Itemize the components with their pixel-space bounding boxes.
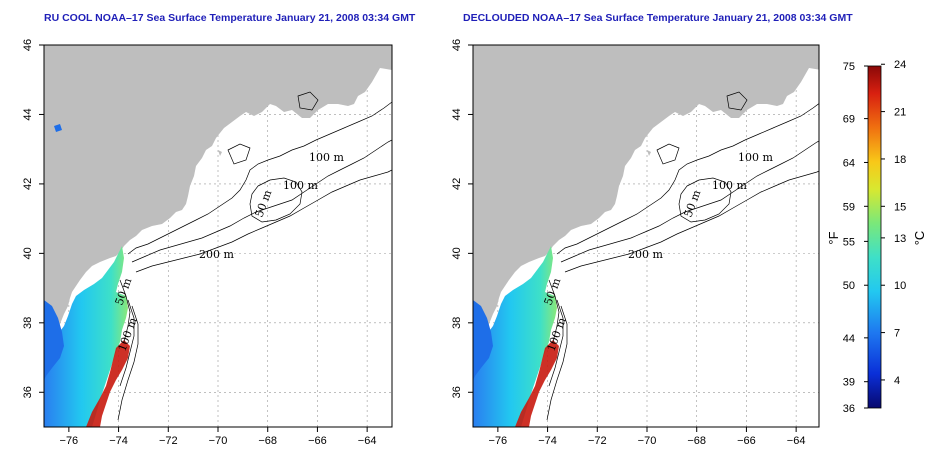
temperature-colorbar: 75 69 64 59 55 50 44 39 36 24 21 18 15 13 10 7 4 °F °C	[826, 59, 927, 415]
land-mass	[473, 45, 819, 352]
x-tick-label: −64	[787, 435, 806, 447]
x-tick-label: −66	[737, 435, 756, 447]
y-tick-label: 42	[22, 178, 34, 190]
contour-label-100m-north: 100 m	[738, 151, 773, 164]
fahrenheit-ticks: 75 69 64 59 55 50 44 39 36	[843, 61, 868, 415]
map-panel-ru-cool: 100 m 100 m 50 m 200 m 50 m 100 m −76 −74…	[22, 39, 393, 447]
colorbar-gradient	[867, 65, 882, 409]
y-tick-label: 40	[22, 247, 34, 259]
contour-200m	[546, 170, 819, 421]
sst-gulf-of-maine-spot	[483, 124, 491, 132]
celsius-tick-label: 4	[894, 375, 900, 387]
map-panel-declouded: 100 m 100 m 50 m 200 m 50 m 100 m −76 −74…	[451, 39, 820, 447]
x-axis-ticks: −76 −74 −72 −70 −68 −66 −64	[489, 427, 806, 447]
celsius-tick-label: 13	[894, 233, 906, 245]
contour-label-100m-center: 100 m	[283, 179, 318, 192]
x-tick-label: −74	[109, 435, 128, 447]
contour-label-200m: 200 m	[199, 248, 234, 261]
x-tick-label: −76	[489, 435, 508, 447]
contour-200m	[117, 169, 392, 421]
y-tick-label: 40	[451, 247, 463, 259]
y-tick-label: 38	[451, 317, 463, 329]
sst-coastal-field	[44, 246, 128, 427]
fahrenheit-tick-label: 50	[843, 280, 855, 292]
y-tick-label: 44	[22, 108, 34, 120]
x-tick-label: −74	[538, 435, 557, 447]
x-tick-label: −72	[159, 435, 178, 447]
contour-100m	[119, 139, 392, 387]
sst-gulf-stream	[515, 340, 559, 427]
contour-50m	[119, 101, 392, 343]
contour-100m	[548, 140, 819, 387]
fahrenheit-tick-label: 69	[843, 114, 855, 126]
panel-title-ru-cool: RU COOL NOAA–17 Sea Surface Temperature …	[44, 12, 416, 24]
x-axis-ticks: −76 −74 −72 −70 −68 −66 −64	[60, 427, 377, 447]
celsius-ticks: 24 21 18 15 13 10 7 4	[881, 59, 906, 387]
y-axis-ticks: 36 38 40 42 44 46	[22, 39, 44, 398]
celsius-unit-label: °C	[912, 231, 927, 246]
y-tick-label: 42	[451, 178, 463, 190]
contour-50m	[548, 103, 819, 343]
fahrenheit-tick-label: 75	[843, 61, 855, 73]
x-tick-label: −64	[358, 435, 377, 447]
x-tick-label: −66	[308, 435, 327, 447]
sst-gulf-stream	[86, 340, 130, 427]
sst-gulf-of-maine-spot	[54, 124, 62, 132]
celsius-tick-label: 24	[894, 59, 906, 71]
contour-label-100m-center: 100 m	[712, 179, 747, 192]
fahrenheit-tick-label: 59	[843, 201, 855, 213]
x-tick-label: −76	[60, 435, 79, 447]
contour-georges-bank	[227, 91, 319, 223]
y-tick-label: 38	[22, 317, 34, 329]
y-tick-label: 36	[451, 386, 463, 398]
celsius-tick-label: 7	[894, 328, 900, 340]
y-tick-label: 36	[22, 386, 34, 398]
fahrenheit-tick-label: 64	[843, 157, 855, 169]
panel-title-declouded: DECLOUDED NOAA–17 Sea Surface Temperatur…	[463, 12, 853, 24]
celsius-tick-label: 10	[894, 280, 906, 292]
fahrenheit-tick-label: 36	[843, 403, 855, 415]
x-tick-label: −70	[638, 435, 657, 447]
fahrenheit-unit-label: °F	[826, 231, 841, 244]
y-tick-label: 46	[451, 39, 463, 51]
y-tick-label: 46	[22, 39, 34, 51]
map-frame	[472, 44, 820, 428]
sst-coastal-field	[473, 246, 557, 427]
contour-label-100m-north: 100 m	[309, 151, 344, 164]
celsius-tick-label: 18	[894, 154, 906, 166]
celsius-tick-label: 21	[894, 107, 906, 119]
y-axis-ticks: 36 38 40 42 44 46	[451, 39, 473, 398]
celsius-tick-label: 15	[894, 201, 906, 213]
x-tick-label: −72	[588, 435, 607, 447]
x-tick-label: −68	[687, 435, 706, 447]
fahrenheit-tick-label: 44	[843, 333, 855, 345]
contour-georges-bank	[656, 91, 748, 223]
x-tick-label: −70	[209, 435, 228, 447]
x-tick-label: −68	[258, 435, 277, 447]
sst-chesapeake-bay	[44, 300, 64, 380]
contour-label-200m: 200 m	[628, 248, 663, 261]
y-tick-label: 44	[451, 108, 463, 120]
land-mass	[44, 45, 392, 352]
sst-chesapeake-bay	[473, 300, 493, 380]
fahrenheit-tick-label: 55	[843, 236, 855, 248]
fahrenheit-tick-label: 39	[843, 377, 855, 389]
